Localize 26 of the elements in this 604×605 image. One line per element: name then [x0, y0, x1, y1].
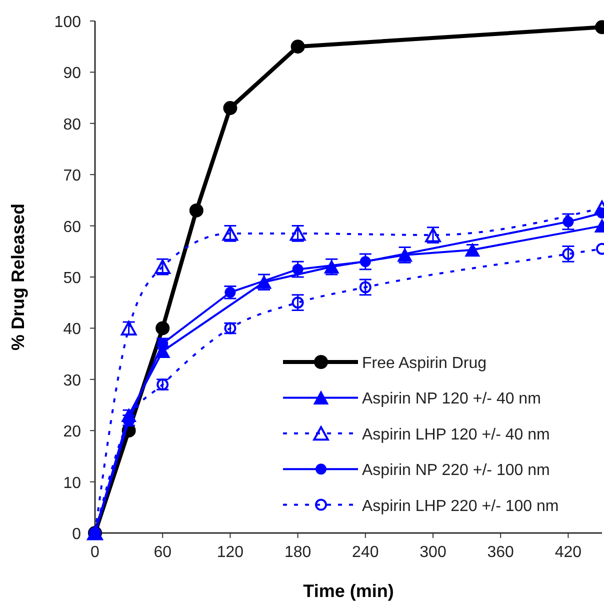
legend-label: Aspirin NP 120 +/- 40 nm — [362, 390, 541, 408]
y-tick-label: 90 — [63, 65, 82, 82]
y-tick-label: 80 — [63, 116, 82, 134]
y-tick-label: 40 — [63, 321, 82, 338]
x-tick-label: 300 — [420, 544, 446, 561]
y-tick-label: 70 — [63, 168, 82, 185]
x-axis-title: Time (min) — [303, 581, 394, 601]
legend-label: Aspirin LHP 220 +/- 100 nm — [362, 498, 559, 515]
y-tick-label: 60 — [63, 218, 82, 236]
x-tick-label: 420 — [554, 544, 582, 561]
x-tick-label: 60 — [154, 544, 172, 561]
legend-label: Aspirin NP 220 +/- 100 nm — [362, 462, 550, 480]
x-tick-label: 180 — [284, 544, 312, 561]
y-tick-label: 100 — [54, 14, 82, 31]
x-tick-label: 0 — [90, 544, 100, 561]
x-tick-label: 240 — [352, 544, 379, 561]
y-tick-label: 20 — [63, 424, 82, 441]
y-tick-label: 30 — [63, 372, 82, 390]
legend-label: Aspirin LHP 120 +/- 40 nm — [362, 426, 550, 444]
legend-label: Free Aspirin Drug — [362, 355, 486, 372]
y-tick-label: 50 — [63, 270, 82, 287]
x-tick-label: 120 — [216, 544, 244, 561]
y-tick-label: 10 — [63, 474, 82, 492]
y-tick-label: 0 — [72, 526, 82, 543]
y-axis-title: % Drug Released — [8, 203, 28, 351]
x-tick-label: 360 — [487, 544, 514, 561]
